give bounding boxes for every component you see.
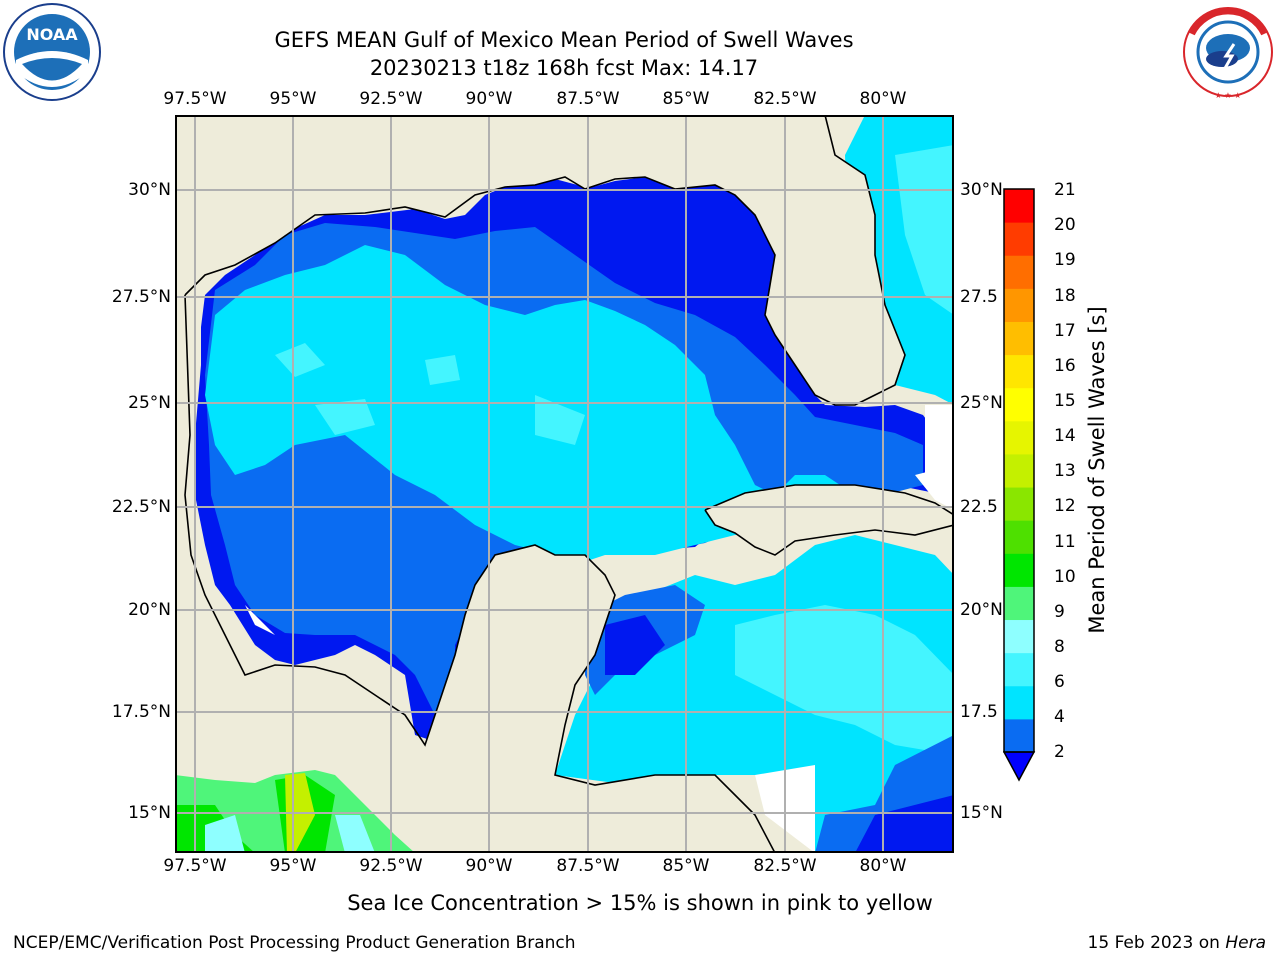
footer-date-text: 15 Feb 2023 on <box>1087 933 1226 953</box>
colorbar-tick: 19 <box>1054 250 1076 270</box>
colorbar-tick: 10 <box>1054 567 1076 587</box>
footer-machine: Hera <box>1225 933 1266 953</box>
colorbar-band <box>1004 718 1034 753</box>
florida-keys-gap <box>915 465 954 510</box>
atlantic-swell-light <box>895 145 954 315</box>
colorbar <box>1003 188 1036 782</box>
colorbar-tick: 15 <box>1054 391 1076 411</box>
lon-tick-top: 97.5°W <box>163 89 227 109</box>
lon-tick-bottom: 92.5°W <box>359 856 423 876</box>
lon-tick-top: 92.5°W <box>359 89 423 109</box>
colorbar-band <box>1004 685 1034 720</box>
lon-tick-top: 87.5°W <box>556 89 620 109</box>
lat-tick-right: 27.5 <box>960 287 998 307</box>
caribbean-swell-light <box>735 605 954 755</box>
lon-tick-bottom: 95°W <box>269 856 317 876</box>
colorbar-tick: 20 <box>1054 215 1076 235</box>
lon-tick-bottom: 87.5°W <box>556 856 620 876</box>
lon-tick-top: 95°W <box>269 89 317 109</box>
pacific-swell-lightcyan <box>205 815 375 853</box>
colorbar-band <box>1004 222 1034 256</box>
lon-tick-bottom: 90°W <box>465 856 513 876</box>
map-frame <box>175 115 954 853</box>
svg-text:★ ★ ★: ★ ★ ★ <box>1215 91 1242 100</box>
lon-tick-top: 80°W <box>859 89 907 109</box>
lat-tick-left: 20°N <box>128 600 171 620</box>
lat-tick-right: 17.5 <box>960 702 998 722</box>
lat-tick-right: 20°N <box>960 600 1003 620</box>
noaa-logo: NOAA <box>2 2 102 102</box>
footer-branch: NCEP/EMC/Verification Post Processing Pr… <box>13 933 576 953</box>
colorbar-tick: 18 <box>1054 286 1076 306</box>
colorbar-tick: 6 <box>1054 672 1065 692</box>
colorbar-tick: 8 <box>1054 637 1065 657</box>
lon-tick-bottom: 80°W <box>859 856 907 876</box>
lat-tick-left: 22.5°N <box>111 497 171 517</box>
lat-tick-right: 22.5 <box>960 497 998 517</box>
colorbar-tick: 13 <box>1054 461 1076 481</box>
lon-tick-top: 82.5°W <box>753 89 817 109</box>
nws-logo: ★ ★ ★ <box>1178 4 1278 100</box>
footer-date: 15 Feb 2023 on Hera <box>1088 933 1266 953</box>
colorbar-tick: 21 <box>1054 180 1076 200</box>
colorbar-band <box>1004 453 1034 488</box>
colorbar-tick: 9 <box>1054 602 1065 622</box>
colorbar-bands <box>1004 189 1034 753</box>
colorbar-band <box>1004 619 1034 654</box>
colorbar-band <box>1004 586 1034 621</box>
lat-tick-right: 15°N <box>960 803 1003 823</box>
colorbar-tick: 4 <box>1054 707 1065 727</box>
colorbar-tick: 11 <box>1054 532 1076 552</box>
colorbar-extend-arrow <box>1003 751 1036 782</box>
lat-tick-left: 15°N <box>128 803 171 823</box>
cuba-land <box>705 485 954 555</box>
colorbar-frame <box>1003 188 1035 753</box>
colorbar-tick: 16 <box>1054 356 1076 376</box>
colorbar-band <box>1004 288 1034 322</box>
colorbar-band <box>1004 354 1034 389</box>
sea-ice-note: Sea Ice Concentration > 15% is shown in … <box>347 891 933 915</box>
colorbar-band <box>1004 420 1034 455</box>
plot-subtitle: 20230213 t18z 168h fcst Max: 14.17 <box>369 56 759 80</box>
colorbar-tick: 17 <box>1054 321 1076 341</box>
caribbean-deep <box>605 615 954 853</box>
colorbar-band <box>1004 387 1034 422</box>
lat-tick-right: 30°N <box>960 180 1003 200</box>
noaa-logo-text: NOAA <box>26 25 78 44</box>
colorbar-tick: 14 <box>1054 426 1076 446</box>
lat-tick-right: 25°N <box>960 393 1003 413</box>
lon-tick-bottom: 97.5°W <box>163 856 227 876</box>
gulf-map <box>175 115 954 853</box>
lat-tick-left: 30°N <box>128 180 171 200</box>
us-gulf-coast-land <box>175 115 905 853</box>
lon-tick-top: 85°W <box>662 89 710 109</box>
plot-title: GEFS MEAN Gulf of Mexico Mean Period of … <box>274 28 854 52</box>
colorbar-band <box>1004 553 1034 587</box>
colorbar-band <box>1004 652 1034 687</box>
gulf-swell-lightcyan <box>275 343 585 445</box>
colorbar-band <box>1004 520 1034 554</box>
lon-tick-bottom: 85°W <box>662 856 710 876</box>
colorbar-band <box>1004 255 1034 289</box>
colorbar-band <box>1004 189 1034 223</box>
coastline <box>184 115 954 853</box>
colorbar-band <box>1004 487 1034 521</box>
colorbar-tick: 12 <box>1054 496 1076 516</box>
gulf-swell-cyan <box>205 245 855 565</box>
lat-tick-left: 25°N <box>128 393 171 413</box>
lat-tick-left: 17.5°N <box>111 702 171 722</box>
lon-tick-bottom: 82.5°W <box>753 856 817 876</box>
colorbar-tick: 2 <box>1054 742 1065 762</box>
colorbar-band <box>1004 321 1034 356</box>
graticule <box>175 115 954 853</box>
lon-tick-top: 90°W <box>465 89 513 109</box>
lat-tick-left: 27.5°N <box>111 287 171 307</box>
colorbar-label: Mean Period of Swell Waves [s] <box>1085 306 1109 634</box>
